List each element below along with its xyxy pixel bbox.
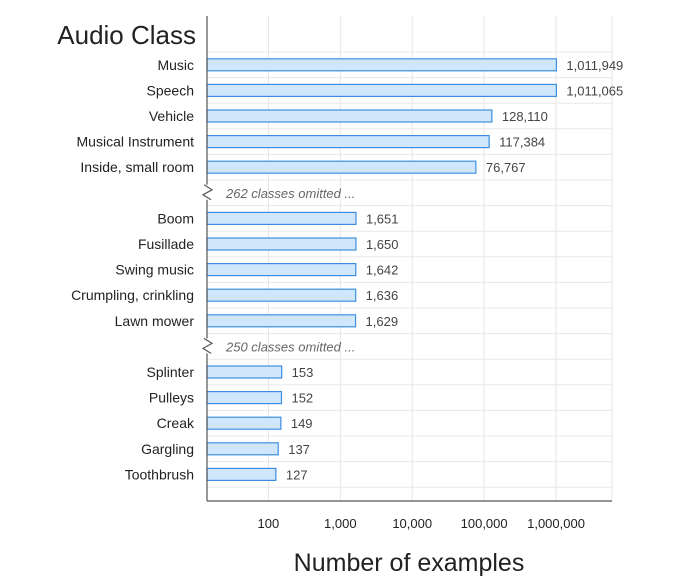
value-label: 1,636 [366, 288, 399, 303]
category-label: Music [157, 57, 194, 73]
value-label: 76,767 [486, 160, 526, 175]
bar [206, 109, 493, 123]
value-label: 1,642 [366, 263, 399, 278]
value-label: 128,110 [502, 109, 548, 124]
bar [206, 365, 283, 379]
x-tick-label: 1,000,000 [527, 516, 585, 531]
category-label: Creak [157, 415, 195, 431]
x-tick-label: 100,000 [461, 516, 508, 531]
bar [206, 391, 283, 405]
bar [206, 442, 279, 456]
value-label: 1,651 [366, 211, 399, 226]
category-label: Toothbrush [125, 466, 194, 482]
value-label: 1,011,949 [566, 58, 623, 73]
value-label: 152 [291, 391, 313, 406]
category-label: Vehicle [149, 108, 194, 124]
omitted-classes-note: 262 classes omitted ... [225, 186, 355, 201]
bars: Music 1,011,949 Speech 1,011,065 Vehicle 128,… [71, 57, 623, 483]
category-label: Gargling [141, 441, 194, 457]
category-label: Splinter [147, 364, 195, 380]
grid [207, 16, 613, 501]
x-tick-label: 100 [258, 516, 280, 531]
value-label: 153 [292, 365, 314, 380]
axis-break-icon [201, 184, 214, 201]
chart-title: Audio Class [57, 20, 196, 50]
value-label: 149 [291, 416, 313, 431]
category-label: Swing music [115, 262, 194, 278]
bar [206, 314, 357, 328]
axis-break-icon [201, 337, 214, 354]
category-label: Lawn mower [115, 313, 195, 329]
bar [206, 237, 357, 251]
bar [206, 467, 277, 481]
axes: 100 1,000 10,000 100,000 1,000,000 [201, 16, 612, 531]
category-label: Fusillade [138, 236, 194, 252]
category-label: Pulleys [149, 390, 194, 406]
category-label: Crumpling, crinkling [71, 287, 194, 303]
value-label: 1,629 [366, 314, 399, 329]
x-tick-label: 1,000 [324, 516, 357, 531]
bar [206, 160, 477, 174]
x-tick-label: 10,000 [392, 516, 432, 531]
bar [206, 58, 558, 72]
bar [206, 135, 490, 149]
x-axis-title: Number of examples [294, 549, 525, 577]
value-label: 1,650 [366, 237, 399, 252]
bar [206, 263, 357, 277]
bar [206, 83, 557, 98]
omitted-classes-note: 250 classes omitted ... [225, 339, 355, 354]
value-label: 127 [286, 467, 308, 482]
category-label: Boom [157, 210, 194, 226]
bar [206, 416, 282, 430]
value-label: 117,384 [499, 135, 545, 150]
bar [206, 288, 357, 302]
bar [206, 211, 357, 225]
value-label: 1,011,065 [566, 83, 623, 98]
category-label: Speech [147, 82, 194, 98]
value-label: 137 [288, 442, 310, 457]
category-label: Inside, small room [80, 159, 194, 175]
category-label: Musical Instrument [77, 134, 195, 150]
